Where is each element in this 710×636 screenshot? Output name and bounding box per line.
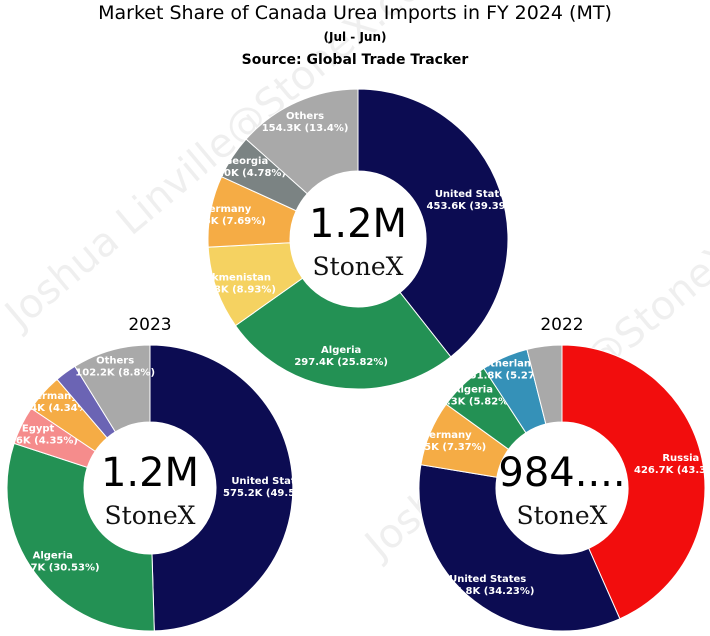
slice-name-label: United States (449, 574, 526, 585)
slice-value-label: 51.8K (5.27%) (470, 370, 550, 381)
center-disc (84, 422, 216, 554)
stonex-logo: StoneX (517, 501, 608, 530)
source-note: Source: Global Trade Tracker (241, 52, 469, 68)
slice-value-label: 453.6K (39.39%) (427, 201, 521, 212)
slice-value-label: 575.2K (49.52%) (223, 488, 317, 499)
slice-name-label: Algeria (33, 551, 73, 562)
slice-name-label: Netherlands (475, 358, 544, 369)
center-disc (496, 422, 628, 554)
slice-value-label: 88.6K (7.69%) (186, 216, 266, 227)
slice-value-label: 50.6K (4.35%) (0, 435, 78, 446)
slice-value-label: 297.4K (25.82%) (294, 357, 388, 368)
slice-value-label: 336.8K (34.23%) (441, 586, 535, 597)
slice-name-label: Algeria (321, 345, 361, 356)
slice-name-label: Egypt (22, 423, 55, 434)
center-total-value: 1.2M (309, 201, 407, 247)
chart-subtitle: (Jul - Jun) (323, 30, 387, 44)
slice-value-label: 102.8K (8.93%) (189, 285, 276, 296)
slice-value-label: 354.7K (30.53%) (6, 563, 100, 574)
slice-name-label: Others (96, 355, 134, 366)
slice-value-label: 154.3K (13.4%) (262, 123, 349, 134)
slice-name-label: Germany (421, 430, 472, 441)
slice-name-label: Others (286, 111, 324, 122)
slice-value-label: 50.4K (4.34%) (12, 403, 92, 414)
slice-name-label: Germany (27, 391, 78, 402)
slice-name-label: Russia (662, 453, 699, 464)
slice-name-label: Georgia (224, 156, 268, 167)
chart-title: Market Share of Canada Urea Imports in F… (98, 2, 612, 24)
slice-name-label: Algeria (453, 385, 493, 396)
center-total-value: 1.2M (101, 450, 199, 496)
slice-value-label: 72.5K (7.37%) (406, 442, 486, 453)
stonex-logo: StoneX (313, 252, 404, 281)
slice-name-label: Germany (201, 204, 252, 215)
center-total-value: 984.... (498, 450, 625, 496)
slice-value-label: 57.3K (5.82%) (433, 397, 513, 408)
year-label: 2023 (128, 315, 171, 335)
slice-value-label: 426.7K (43.37%) (634, 465, 710, 476)
slice-value-label: 55.0K (4.78%) (206, 168, 286, 179)
slice-name-label: United States (435, 189, 512, 200)
slice-name-label: United States (231, 476, 308, 487)
center-disc (290, 171, 426, 307)
slice-name-label: Turkmenistan (194, 273, 271, 284)
stonex-logo: StoneX (105, 501, 196, 530)
year-label: 2022 (540, 315, 583, 335)
slice-value-label: 102.2K (8.8%) (75, 367, 155, 378)
